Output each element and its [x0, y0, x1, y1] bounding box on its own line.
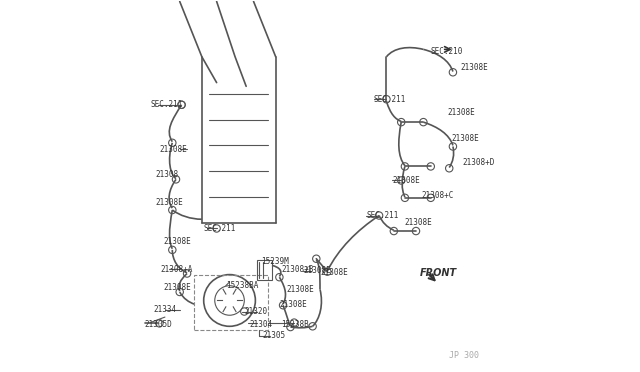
Text: 21308E: 21308E: [163, 237, 191, 246]
Text: 21308+C: 21308+C: [422, 191, 454, 200]
Text: SEC.211: SEC.211: [150, 100, 182, 109]
Text: 21308E: 21308E: [156, 198, 184, 207]
Text: 21308: 21308: [156, 170, 179, 179]
Text: 15239M: 15239M: [261, 257, 289, 266]
Text: SEC.210: SEC.210: [431, 47, 463, 56]
Text: 21308E: 21308E: [303, 266, 331, 275]
Text: 21308+A: 21308+A: [161, 264, 193, 273]
Text: SEC.211: SEC.211: [374, 95, 406, 104]
Text: SEC.211: SEC.211: [204, 224, 236, 233]
Text: 21308+D: 21308+D: [462, 157, 495, 167]
Text: 21308E: 21308E: [287, 285, 314, 294]
Text: 21334: 21334: [154, 305, 177, 314]
Text: 21304: 21304: [250, 320, 273, 329]
Text: 21320: 21320: [244, 307, 268, 316]
Text: SEC.211: SEC.211: [366, 211, 399, 220]
Text: JP 300: JP 300: [449, 350, 479, 359]
Text: 21308E: 21308E: [451, 134, 479, 142]
Text: 21308+B: 21308+B: [281, 264, 314, 273]
Text: 15238BA: 15238BA: [226, 281, 258, 290]
Text: FRONT: FRONT: [420, 268, 457, 278]
Text: 21308E: 21308E: [159, 145, 187, 154]
Text: 15238B: 15238B: [281, 320, 309, 329]
Bar: [257, 260, 272, 280]
Text: 21308E: 21308E: [405, 218, 433, 227]
Text: 21308E: 21308E: [447, 108, 475, 117]
Text: 21308E: 21308E: [392, 176, 420, 185]
Text: 21308E: 21308E: [320, 268, 348, 277]
Text: 21308E: 21308E: [280, 300, 307, 309]
Text: 21308E: 21308E: [163, 283, 191, 292]
Text: 21308E: 21308E: [460, 63, 488, 72]
Text: 21305: 21305: [263, 331, 286, 340]
Text: 21305D: 21305D: [145, 320, 172, 329]
